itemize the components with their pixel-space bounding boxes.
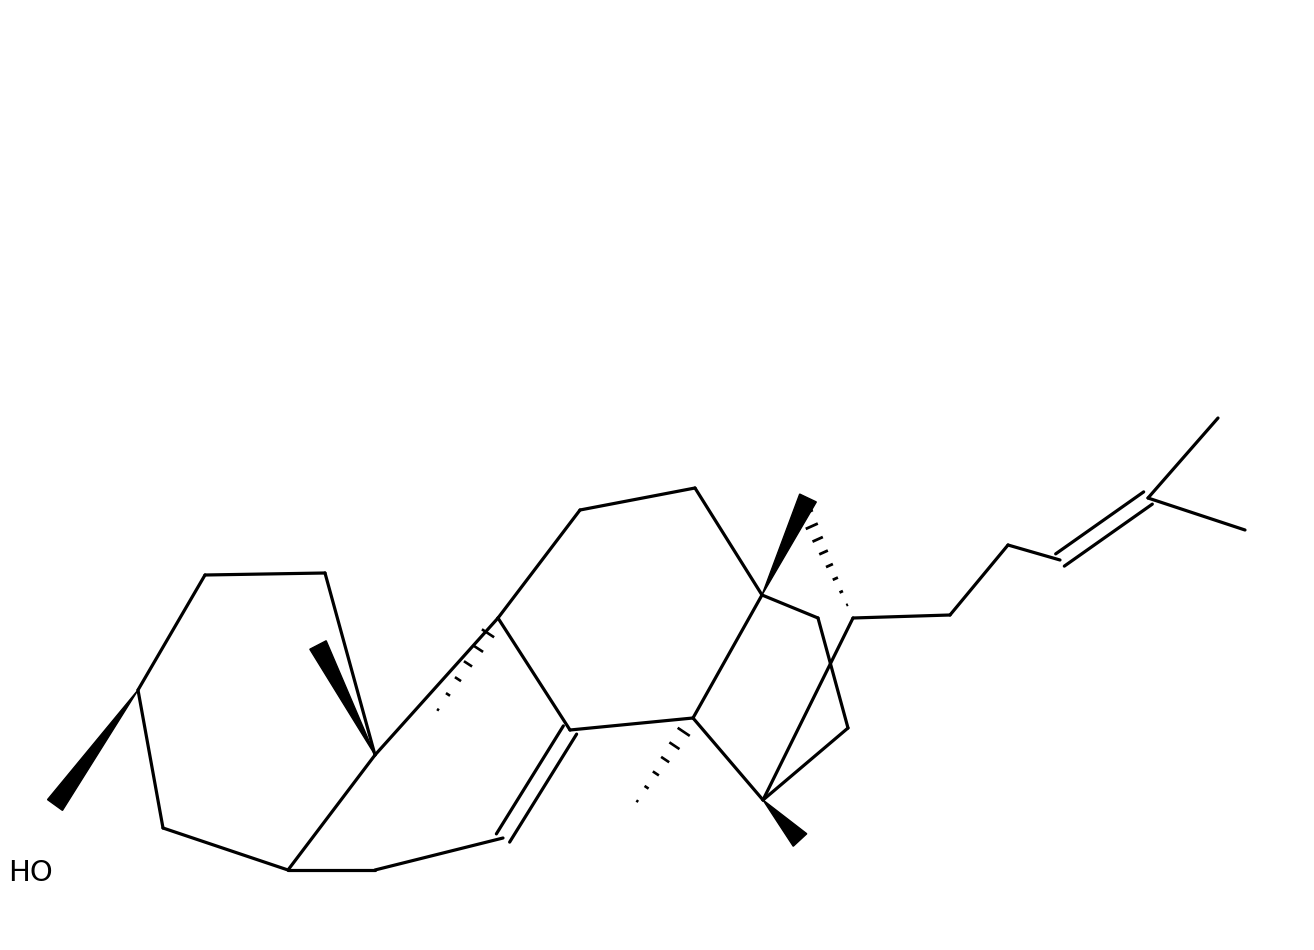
- Polygon shape: [47, 690, 138, 810]
- Polygon shape: [762, 494, 816, 595]
- Text: HO: HO: [8, 859, 53, 887]
- Polygon shape: [310, 640, 374, 755]
- Polygon shape: [763, 800, 807, 846]
